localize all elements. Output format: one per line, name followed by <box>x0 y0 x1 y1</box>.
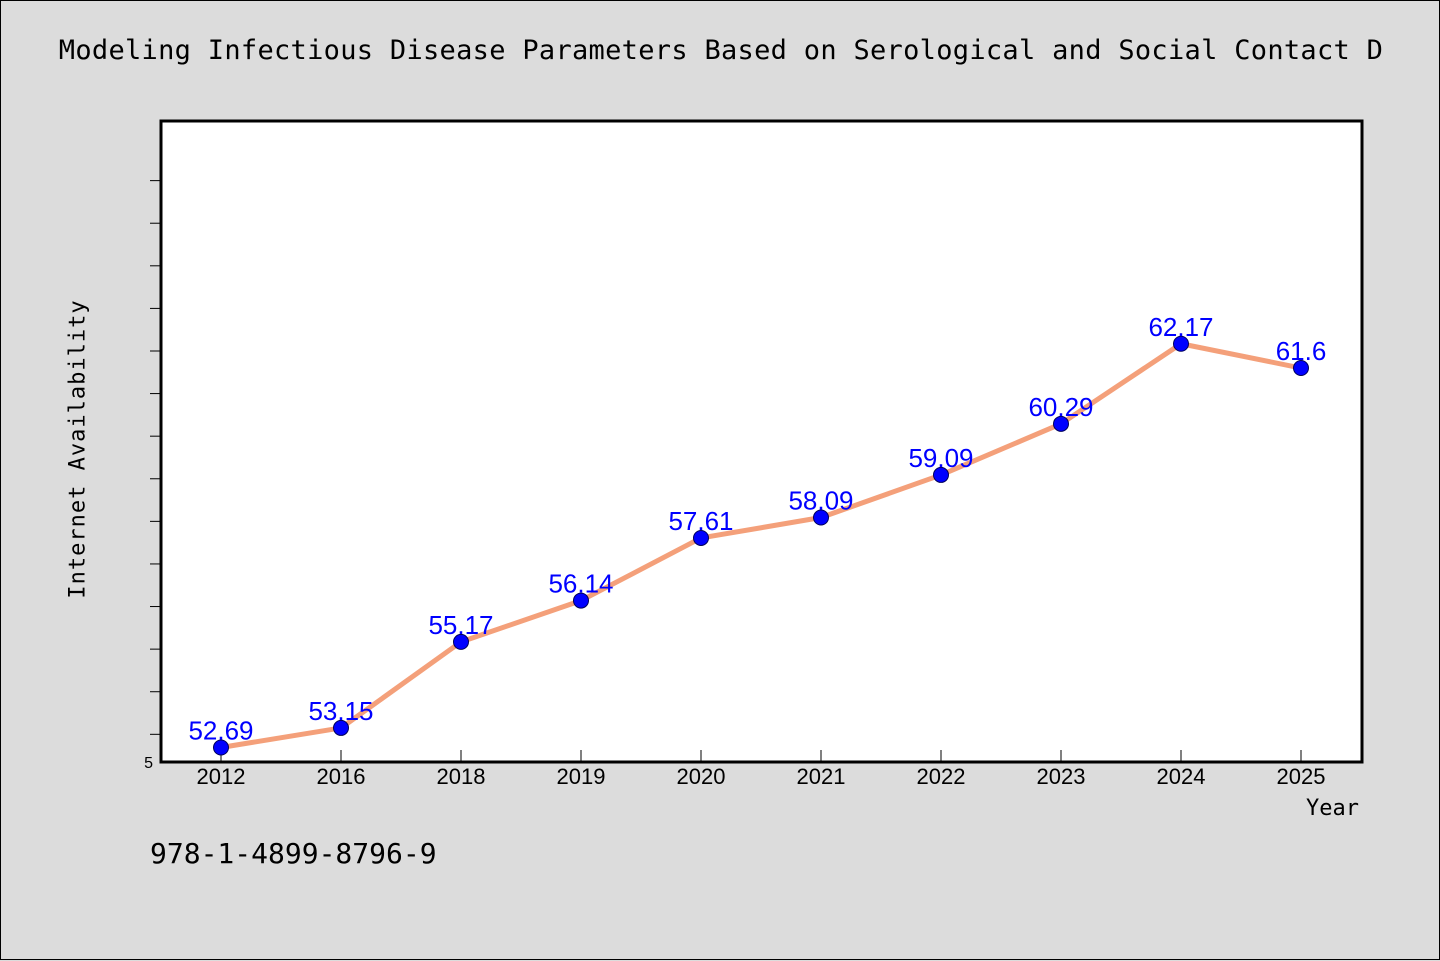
data-label: 60.29 <box>1028 392 1093 422</box>
data-label: 59.09 <box>908 443 973 473</box>
data-label: 57.61 <box>668 506 733 536</box>
data-point <box>333 719 349 736</box>
data-point <box>453 633 469 650</box>
y-axis-label: Internet Availability <box>65 299 91 599</box>
x-tick-label: 2019 <box>557 764 606 789</box>
data-label: 61.6 <box>1276 336 1327 366</box>
x-tick-label: 2012 <box>197 764 246 789</box>
data-label: 58.09 <box>788 486 853 516</box>
series-line <box>218 341 1304 751</box>
x-tick-label: 2016 <box>317 764 366 789</box>
data-point <box>1173 335 1189 352</box>
x-tick-label: 2022 <box>917 764 966 789</box>
data-point <box>933 466 949 483</box>
footer-isbn: 978-1-4899-8796-9 <box>150 837 437 870</box>
x-axis-label: Year <box>1306 796 1359 821</box>
x-tick-label: 2024 <box>1157 764 1206 789</box>
x-tick-label: 2021 <box>797 764 846 789</box>
chart-title: Modeling Infectious Disease Parameters B… <box>58 35 1384 66</box>
x-tick-label: 2023 <box>1037 764 1086 789</box>
data-label: 53.15 <box>308 696 373 726</box>
x-tick-label: 2025 <box>1277 764 1326 789</box>
y-tick-label: 5 <box>144 755 153 772</box>
data-label: 56.14 <box>548 569 613 599</box>
data-point <box>213 739 229 756</box>
x-tick-label: 2018 <box>437 764 486 789</box>
data-point <box>1053 415 1069 432</box>
data-label: 62.17 <box>1148 312 1213 342</box>
data-point <box>573 592 589 609</box>
data-label: 52.69 <box>188 716 253 746</box>
data-point <box>813 509 829 526</box>
plot-area <box>159 119 1364 764</box>
x-tick-label: 2020 <box>677 764 726 789</box>
data-point <box>693 529 709 546</box>
data-label: 55.17 <box>428 610 493 640</box>
data-point <box>1293 360 1309 377</box>
